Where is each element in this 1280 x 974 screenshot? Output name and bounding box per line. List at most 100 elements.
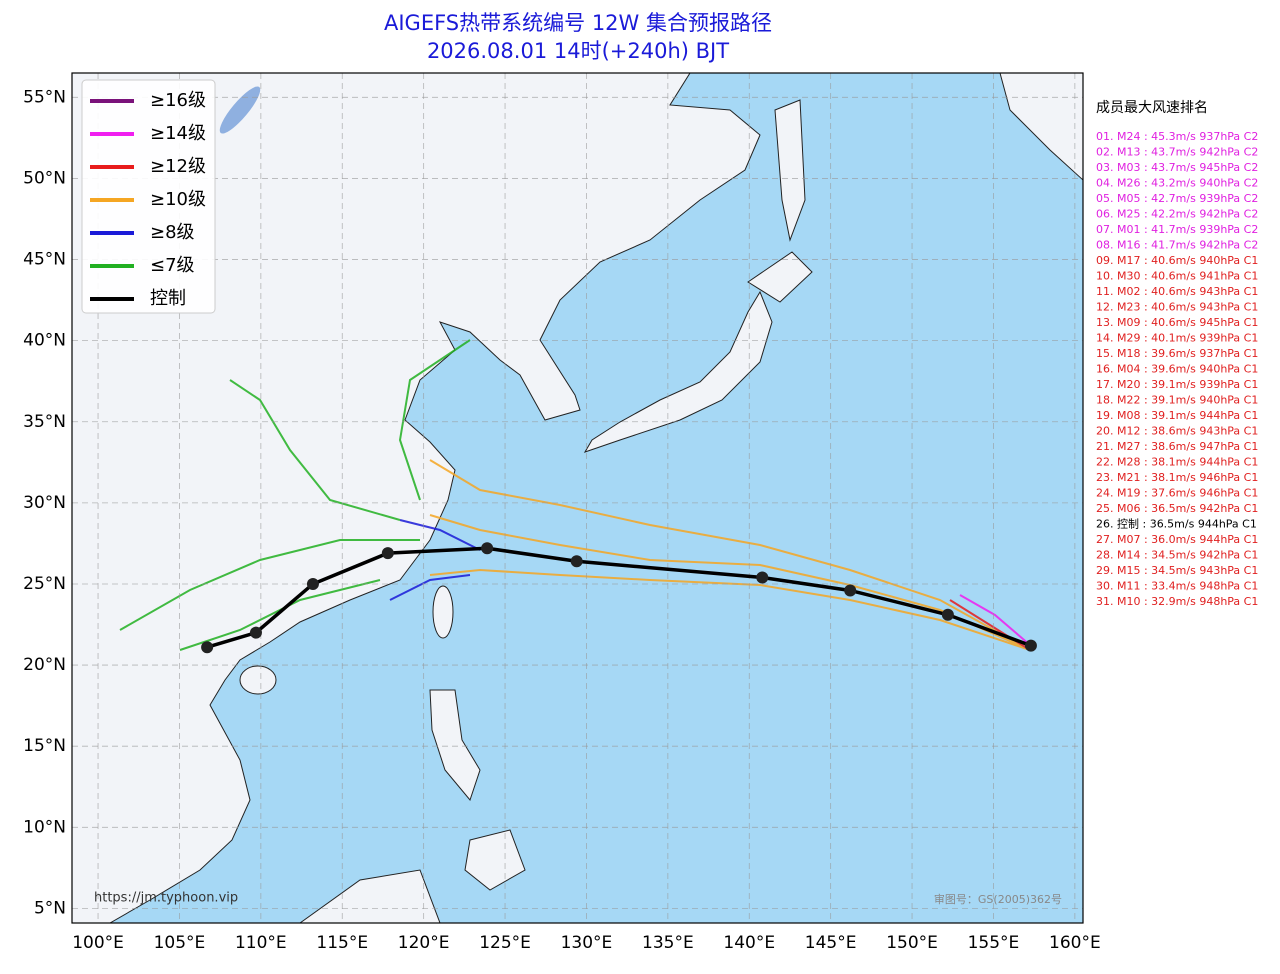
control-point (306, 577, 319, 590)
ranking-entry: 04. M26 : 43.2m/s 940hPa C2 (1096, 177, 1258, 190)
y-tick-label: 55°N (23, 87, 66, 107)
title: AIGEFS热带系统编号 12W 集合预报路径 (384, 11, 772, 35)
ranking-entry: 14. M29 : 40.1m/s 939hPa C1 (1096, 332, 1258, 345)
kamchatka (999, 73, 1083, 181)
grid: 100°E 105°E 110°E 115°E 120°E 125°E 130°E 135°E… (23, 73, 1101, 953)
x-tick-label: 145°E (805, 933, 857, 953)
member-track (959, 594, 1031, 646)
ranking-entry: 25. M06 : 36.5m/s 942hPa C1 (1096, 502, 1258, 515)
ranking-entry: 19. M08 : 39.1m/s 944hPa C1 (1096, 409, 1258, 422)
frame (71, 72, 1084, 924)
legend-label: ≥8级 (150, 222, 195, 243)
ranking-entry: 20. M12 : 38.6m/s 943hPa C1 (1096, 425, 1258, 438)
member-track (429, 514, 1031, 651)
ranking-entry: 24. M19 : 37.6m/s 946hPa C1 (1096, 487, 1258, 500)
y-tick-label: 50°N (23, 168, 66, 188)
ranking-entry: 28. M14 : 34.5m/s 942hPa C1 (1096, 549, 1258, 562)
x-tick-label: 125°E (479, 933, 531, 953)
legend-label: ≥12级 (150, 156, 206, 177)
x-tick-label: 155°E (968, 933, 1020, 953)
x-tick-label: 150°E (886, 933, 938, 953)
ranking-title: 成员最大风速排名 (1096, 100, 1208, 116)
x-tick-label: 135°E (642, 933, 694, 953)
x-tick-label: 140°E (723, 933, 775, 953)
ranking-entry: 09. M17 : 40.6m/s 940hPa C1 (1096, 254, 1258, 267)
y-tick-label: 40°N (23, 331, 66, 351)
ranking-entry: 21. M27 : 38.6m/s 947hPa C1 (1096, 440, 1258, 453)
ranking-entry: 23. M21 : 38.1m/s 946hPa C1 (1096, 471, 1258, 484)
ranking-entry: 11. M02 : 40.6m/s 943hPa C1 (1096, 285, 1258, 298)
legend-label: 控制 (150, 288, 186, 309)
map-code: 审图号：GS(2005)362号 (934, 892, 1062, 906)
ranking-entry: 08. M16 : 41.7m/s 942hPa C2 (1096, 239, 1258, 252)
control-point (1024, 639, 1037, 652)
mainland (72, 73, 761, 923)
x-tick-label: 110°E (235, 933, 287, 953)
legend (81, 79, 216, 314)
ranking-entry: 12. M23 : 40.6m/s 943hPa C1 (1096, 301, 1258, 314)
ranking-entry: 07. M01 : 41.7m/s 939hPa C2 (1096, 223, 1258, 236)
ranking-entry: 15. M18 : 39.6m/s 937hPa C1 (1096, 347, 1258, 360)
x-tick-label: 160°E (1049, 933, 1101, 953)
member-track (399, 519, 481, 551)
japan (583, 290, 773, 453)
y-tick-label: 5°N (34, 898, 66, 918)
control-point (941, 608, 954, 621)
ranking-entry: 29. M15 : 34.5m/s 943hPa C1 (1096, 564, 1258, 577)
control-point (481, 542, 494, 555)
x-tick-label: 105°E (154, 933, 206, 953)
taiwan (432, 585, 454, 639)
ranking: 01. M24 : 45.3m/s 937hPa C2 02. M13 : 43.… (1096, 130, 1258, 608)
ranking-entry: 26. 控制 : 36.5m/s 944hPa C1 (1096, 517, 1257, 531)
y-tick-label: 15°N (23, 736, 66, 756)
ranking-entry: 06. M25 : 42.2m/s 942hPa C2 (1096, 208, 1258, 221)
x-tick-label: 100°E (72, 933, 124, 953)
control-point (844, 584, 857, 597)
y-tick-label: 10°N (23, 817, 66, 837)
ranking-entry: 27. M07 : 36.0m/s 944hPa C1 (1096, 533, 1258, 546)
hokkaido (747, 251, 813, 303)
ranking-entry: 03. M03 : 43.7m/s 945hPa C2 (1096, 161, 1258, 174)
y-tick-label: 35°N (23, 412, 66, 432)
member-track (389, 574, 471, 601)
ranking-entry: 01. M24 : 45.3m/s 937hPa C2 (1096, 130, 1258, 143)
control-point (381, 547, 394, 560)
ranking-entry: 18. M22 : 39.1m/s 940hPa C1 (1096, 394, 1258, 407)
lake (219, 86, 261, 134)
y-tick-label: 25°N (23, 574, 66, 594)
ranking-entry: 22. M28 : 38.1m/s 944hPa C1 (1096, 456, 1258, 469)
legend-label: ≤7级 (150, 255, 195, 276)
x-tick-label: 130°E (561, 933, 613, 953)
ensemble-tracks (119, 339, 1031, 651)
control-track (201, 542, 1037, 654)
member-track (429, 459, 1031, 651)
control-point (249, 626, 262, 639)
member-track (119, 539, 420, 631)
legend-label: ≥14级 (150, 123, 206, 144)
member-track (229, 379, 401, 521)
legend-label: ≥10级 (150, 189, 206, 210)
ranking-entry: 10. M30 : 40.6m/s 941hPa C1 (1096, 270, 1258, 283)
ranking-entry: 31. M10 : 32.9m/s 948hPa C1 (1096, 595, 1258, 608)
control-point (570, 555, 583, 568)
ranking-entry: 13. M09 : 40.6m/s 945hPa C1 (1096, 316, 1258, 329)
ranking-entry: 05. M05 : 42.7m/s 939hPa C2 (1096, 192, 1258, 205)
y-tick-label: 30°N (23, 493, 66, 513)
subtitle: 2026.08.01 14时(+240h) BJT (427, 39, 729, 63)
y-tick-label: 20°N (23, 655, 66, 675)
hainan (239, 665, 277, 695)
legend-label: ≥16级 (150, 90, 206, 111)
x-tick-label: 120°E (398, 933, 450, 953)
ranking-entry: 30. M11 : 33.4m/s 948hPa C1 (1096, 580, 1258, 593)
member-track (179, 579, 381, 651)
control-point (201, 641, 214, 654)
member-track (398, 339, 471, 501)
x-tick-label: 115°E (316, 933, 368, 953)
luzon (429, 689, 481, 802)
member-track (429, 568, 1031, 651)
sakhalin (774, 99, 806, 242)
source: https://jm.typhoon.vip (94, 891, 238, 906)
borneo (299, 869, 441, 923)
